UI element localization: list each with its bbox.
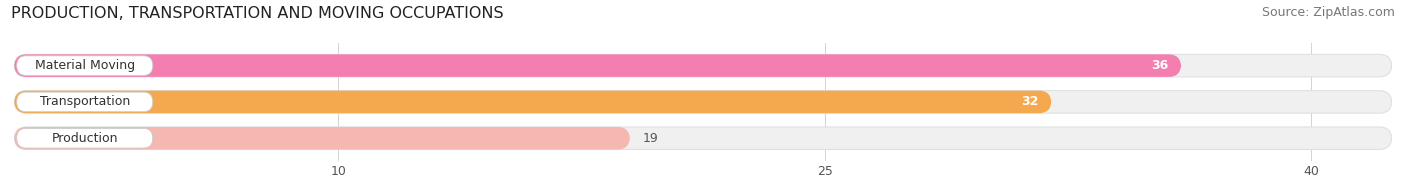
FancyBboxPatch shape bbox=[17, 56, 153, 75]
Text: 32: 32 bbox=[1021, 95, 1039, 108]
Text: Source: ZipAtlas.com: Source: ZipAtlas.com bbox=[1261, 6, 1395, 19]
FancyBboxPatch shape bbox=[14, 54, 1181, 77]
FancyBboxPatch shape bbox=[17, 128, 153, 148]
FancyBboxPatch shape bbox=[14, 127, 630, 150]
FancyBboxPatch shape bbox=[14, 91, 1052, 113]
FancyBboxPatch shape bbox=[14, 54, 1392, 77]
Text: Transportation: Transportation bbox=[39, 95, 129, 108]
FancyBboxPatch shape bbox=[14, 91, 1392, 113]
Text: 36: 36 bbox=[1152, 59, 1168, 72]
FancyBboxPatch shape bbox=[17, 92, 153, 112]
Text: 19: 19 bbox=[643, 132, 659, 145]
Text: PRODUCTION, TRANSPORTATION AND MOVING OCCUPATIONS: PRODUCTION, TRANSPORTATION AND MOVING OC… bbox=[11, 6, 503, 21]
FancyBboxPatch shape bbox=[14, 127, 1392, 150]
Text: Material Moving: Material Moving bbox=[35, 59, 135, 72]
Text: Production: Production bbox=[52, 132, 118, 145]
